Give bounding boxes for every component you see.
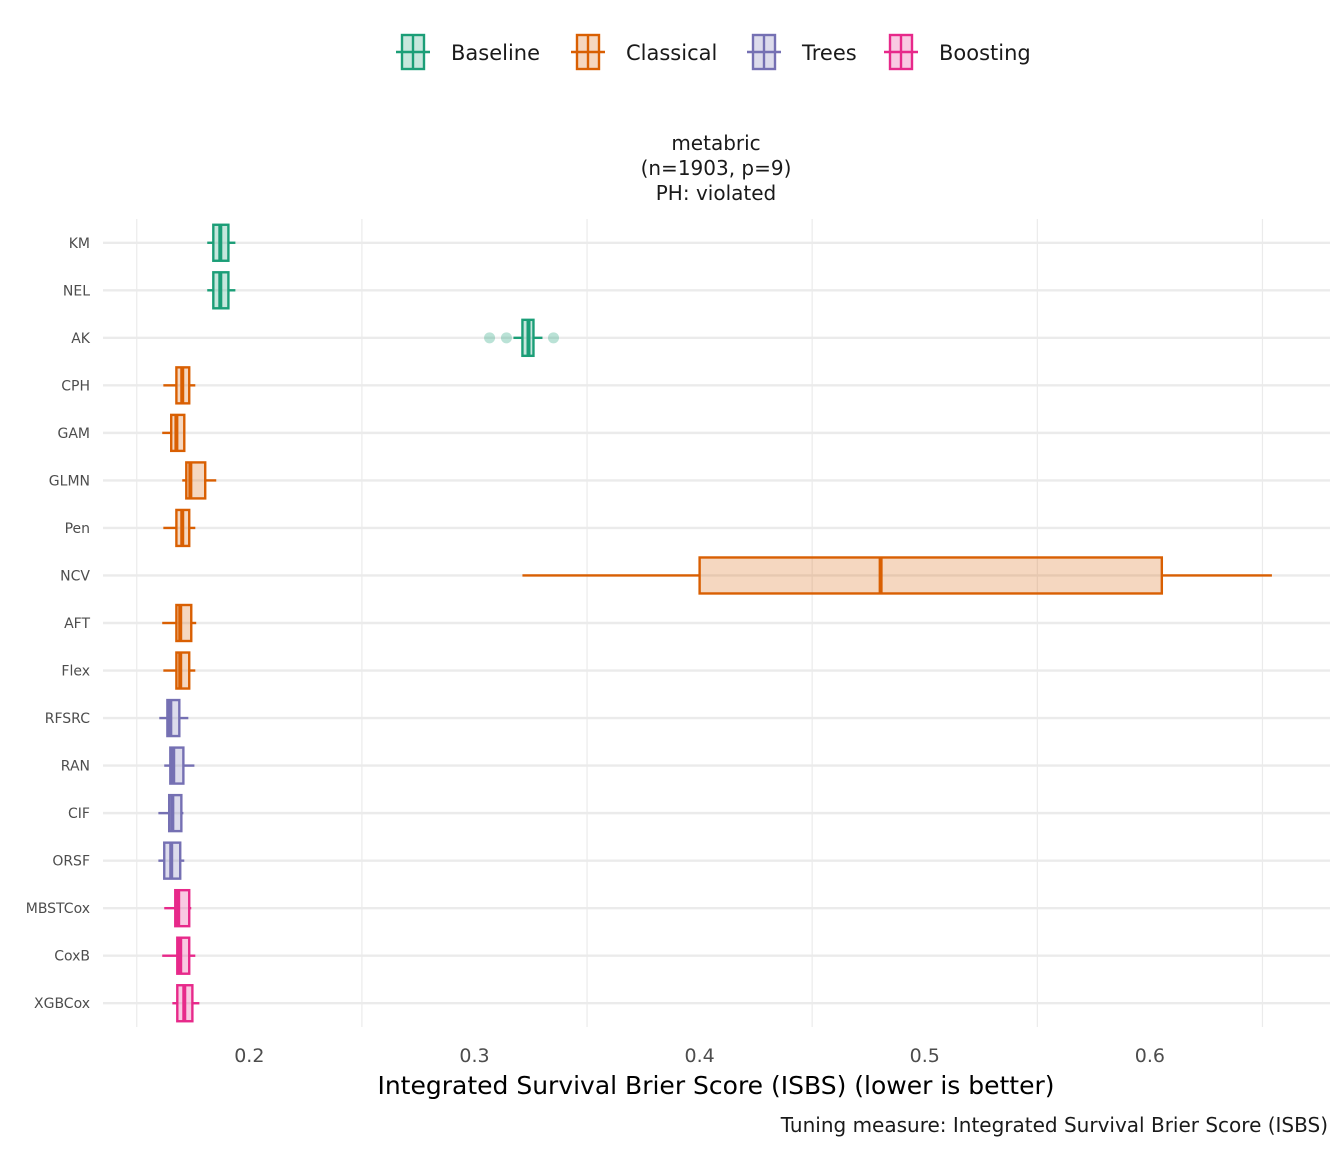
y-tick-label: CPH [61,378,90,394]
legend: Baseline Classical Trees Boosting [396,33,1031,71]
box-gam [162,413,186,453]
x-axis: 0.2 0.3 0.4 0.5 0.6 [234,1045,1165,1067]
facet-title-line-1: metabric [671,131,760,155]
box-aft [162,603,197,643]
y-tick-label: MBSTCox [26,901,90,917]
legend-item-boosting: Boosting [884,33,1031,71]
y-tick-label: AK [71,331,91,347]
outlier-point [484,332,496,344]
box-xgbcox [172,984,200,1023]
y-tick-label: AFT [64,616,90,632]
box-pen [163,508,196,548]
y-axis: KM NEL AK CPH GAM GLMN Pen NCV AFT Flex RFSRC RAN CI… [26,236,91,1012]
y-tick-label: Pen [65,521,90,537]
legend-item-baseline: Baseline [396,33,540,71]
y-tick-label: Flex [61,664,90,680]
y-tick-label: NCV [60,568,90,584]
legend-label: Classical [626,41,717,65]
box-rfsrc [159,698,189,738]
legend-label: Boosting [939,41,1031,65]
box-nel [207,271,236,310]
box-cph [163,366,196,405]
x-axis-label: Integrated Survival Brier Score (ISBS) (… [377,1071,1054,1100]
caption: Tuning measure: Integrated Survival Brie… [780,1113,1328,1137]
y-tick-label: GAM [57,426,90,442]
legend-item-classical: Classical [571,33,717,71]
x-tick-label: 0.5 [910,1045,940,1067]
box-coxb [162,936,196,975]
legend-item-trees: Trees [747,33,857,71]
box-glmn [182,461,217,500]
y-tick-label: XGBCox [34,996,90,1012]
box-iqr [176,936,191,975]
y-tick-label: NEL [63,283,90,299]
y-tick-label: ORSF [52,854,90,870]
box-km [207,223,236,262]
x-tick-label: 0.6 [1135,1045,1165,1067]
x-tick-label: 0.2 [234,1045,264,1067]
outlier-point [548,332,560,344]
facet-title-line-3: PH: violated [656,181,776,205]
box-flex [163,651,196,690]
box-iqr [166,698,181,738]
y-tick-label: CIF [68,806,90,822]
y-tick-label: RFSRC [45,711,90,727]
box-iqr [698,556,1164,595]
box-cif [158,793,184,833]
grid [103,219,1330,1027]
box-ran [164,746,195,785]
box-ak [484,318,560,358]
legend-label: Baseline [451,41,540,65]
box-ncv [522,556,1272,595]
y-tick-label: KM [69,236,90,252]
y-tick-label: RAN [61,759,90,775]
boxes [158,223,1272,1023]
facet-title-line-2: (n=1903, p=9) [641,156,792,180]
box-orsf [158,841,185,880]
y-tick-label: GLMN [49,473,90,489]
x-tick-label: 0.4 [685,1045,715,1067]
box-mbstcox [164,888,192,928]
y-tick-label: CoxB [54,949,90,965]
outlier-point [500,332,512,344]
x-tick-label: 0.3 [459,1045,489,1067]
legend-label: Trees [801,41,857,65]
